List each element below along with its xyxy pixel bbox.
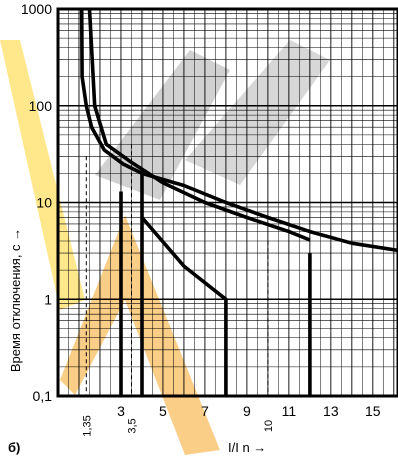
y-tick-labels: 0,1 1 10 100 1000 xyxy=(21,1,52,404)
x-tick-labels: 3 5 7 9 11 13 15 xyxy=(117,403,381,419)
curve-1 xyxy=(87,8,311,242)
y-tick-label: 100 xyxy=(29,98,53,114)
x-minor-label: 1,35 xyxy=(81,415,93,436)
x-tick-label: 13 xyxy=(323,403,339,419)
x-tick-label: 15 xyxy=(365,403,381,419)
watermark-shape xyxy=(0,40,85,310)
y-tick-label: 1 xyxy=(44,291,52,307)
panel-label: б) xyxy=(8,440,20,455)
x-minor-label: 10 xyxy=(263,420,275,432)
y-axis-label: Время отключения, с → xyxy=(8,228,23,372)
x-tick-label: 7 xyxy=(201,403,209,419)
x-tick-label: 9 xyxy=(243,403,251,419)
x-axis-label: I/I n → xyxy=(228,440,266,455)
grid-major xyxy=(58,9,398,396)
x-minor-label: 3,5 xyxy=(126,418,138,433)
plot-frame xyxy=(56,7,398,398)
y-tick-label: 1000 xyxy=(21,1,52,17)
x-minor-labels: 1,35 3,5 10 xyxy=(81,415,275,436)
series-layer xyxy=(79,8,398,396)
x-tick-label: 3 xyxy=(117,403,125,419)
x-tick-label: 5 xyxy=(159,403,167,419)
x-tick-label: 11 xyxy=(282,403,297,419)
y-tick-label: 0,1 xyxy=(33,388,53,404)
curve-4 xyxy=(140,216,228,396)
y-tick-label: 10 xyxy=(36,195,52,211)
